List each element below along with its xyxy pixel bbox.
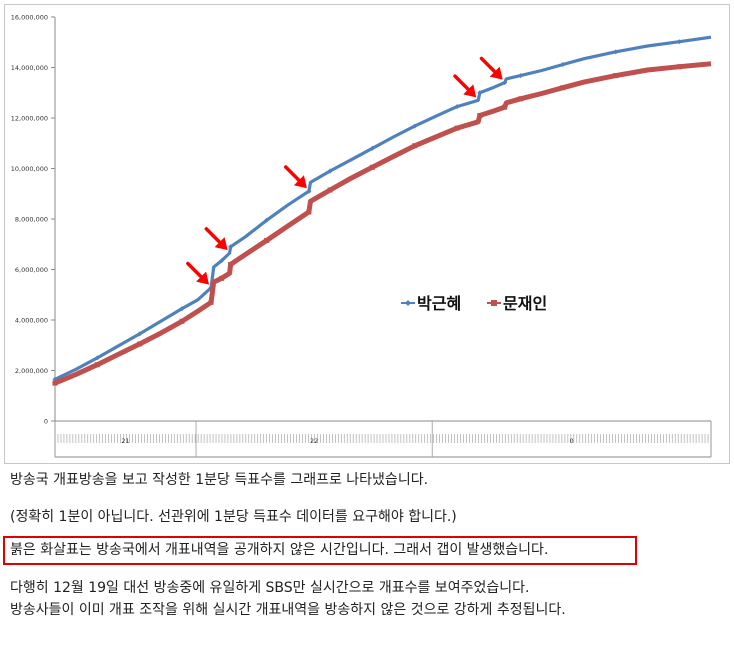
series-point <box>94 362 100 368</box>
red-arrow-head <box>463 84 477 98</box>
series-point <box>613 73 619 79</box>
chart-container: 0 2,000,000 4,000,000 6,000,000 8,000,000 10,… <box>4 4 730 464</box>
series-point <box>560 85 566 91</box>
series-point <box>327 168 333 174</box>
series-point <box>477 90 483 96</box>
series-point <box>502 104 508 110</box>
red-arrow-shaft <box>283 165 303 184</box>
series-point <box>137 331 143 337</box>
y-tick-label: 14,000,000 <box>11 64 48 72</box>
series-point <box>412 123 418 129</box>
caption-line-1: 방송국 개표방송을 보고 작성한 1분당 득표수를 그래프로 나타냈습니다. <box>10 472 429 488</box>
highlight-box <box>3 536 637 565</box>
series-point <box>676 64 682 70</box>
series-point <box>613 49 619 55</box>
series-point <box>306 209 312 215</box>
caption-line-2: (정확히 1분이 아닙니다. 선관위에 1분당 득표수 데이터를 요구해야 합니… <box>10 509 457 525</box>
y-tick-label: 0 <box>44 418 48 426</box>
series-point <box>52 380 58 386</box>
red-arrow-head <box>293 175 307 189</box>
series-point <box>228 244 234 250</box>
legend-marker <box>491 300 497 306</box>
y-tick-label: 6,000,000 <box>15 266 48 274</box>
x-group-label: 0 <box>570 437 574 445</box>
series-point <box>327 187 333 193</box>
series-line-1 <box>54 61 712 386</box>
legend-label: 박근혜 <box>417 294 461 313</box>
y-tick-label: 16,000,000 <box>11 14 48 22</box>
red-arrow-shaft <box>204 227 224 246</box>
red-arrow-head <box>489 66 503 80</box>
series-point <box>502 80 508 86</box>
y-tick-label: 2,000,000 <box>15 367 48 375</box>
series-point <box>454 125 460 131</box>
series-point <box>208 299 214 305</box>
series-point <box>306 188 312 194</box>
caption-line-3-highlighted: 붉은 화살표는 방송국에서 개표내역을 공개하지 않은 시간입니다. 그래서 갭… <box>10 542 549 558</box>
series-point <box>94 355 100 361</box>
series-point <box>676 39 682 45</box>
series-point <box>179 306 185 312</box>
caption-line-4: 다행히 12월 19일 대선 방송중에 유일하게 SBS만 실시간으로 개표수를… <box>10 580 530 596</box>
series-line-0 <box>54 35 712 381</box>
series-point <box>264 237 270 243</box>
series-point <box>477 112 483 118</box>
series-point <box>228 261 234 267</box>
series-point <box>560 61 566 67</box>
series-point <box>454 104 460 110</box>
series-point <box>219 275 225 281</box>
y-tick-label: 12,000,000 <box>11 115 48 123</box>
series-point <box>369 145 375 151</box>
y-tick-label: 10,000,000 <box>11 165 48 173</box>
series-point <box>179 318 185 324</box>
legend-marker <box>405 300 411 306</box>
y-tick-label: 4,000,000 <box>15 317 48 325</box>
red-arrow-head <box>196 271 210 285</box>
red-arrow-head <box>214 237 228 251</box>
y-tick-label: 8,000,000 <box>15 216 48 224</box>
caption-line-5: 방송사들이 이미 개표 조작을 위해 실시간 개표내역을 방송하지 않은 것으로… <box>10 602 566 618</box>
series-point <box>219 258 225 264</box>
red-arrow-shaft <box>186 261 205 281</box>
series-point <box>264 217 270 223</box>
red-arrow-shaft <box>453 74 472 94</box>
series-point <box>412 143 418 149</box>
red-arrow-shaft <box>479 56 499 76</box>
x-group-label: 22 <box>310 437 318 445</box>
series-point <box>518 73 524 79</box>
x-group-label: 21 <box>121 437 129 445</box>
line-chart: 0 2,000,000 4,000,000 6,000,000 8,000,000 10,… <box>11 14 712 458</box>
series-point <box>369 164 375 170</box>
series-point <box>137 341 143 347</box>
series-point <box>518 96 524 102</box>
legend-label: 문재인 <box>503 294 547 313</box>
